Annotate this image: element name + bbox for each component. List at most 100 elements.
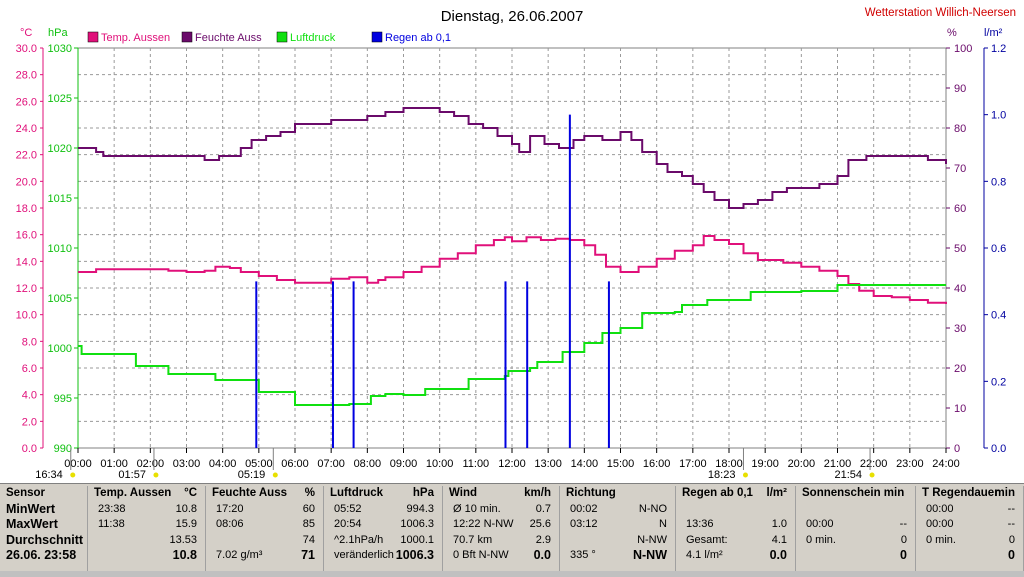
statistics-panel: Sensor MinWert MaxWert Durchschnitt 26.06. 2… [0,483,1024,577]
stat-cell-label: 00:00 [806,518,834,530]
stat-row: 0 [916,548,1023,564]
marker-label: 16:34 [35,469,63,481]
stat-header-label: Feuchte Auss [212,487,287,499]
x-tick-label: 06:00 [281,458,309,470]
stat-row: 0 min. 0 [916,533,1023,549]
stat-row: 335 ° N-NW [560,548,675,564]
stat-cell-value: N-NW [637,533,667,546]
temp-tick-label: 18.0 [16,203,37,215]
x-tick-label: 12:00 [498,458,526,470]
stat-header: Feuchte Auss% [206,486,323,502]
legend-label: Temp. Aussen [101,32,170,44]
stat-column: Wind km/h Ø 10 min. 0.7 12:22 N-NW 25.6 70.7 k… [443,486,560,576]
pressure-tick-label: 1015 [48,193,72,205]
x-tick-label: 09:00 [390,458,418,470]
temp-tick-label: 30.0 [16,43,37,55]
x-tick-label: 04:00 [209,458,237,470]
stat-header-label: Sonnenschein min [802,487,905,499]
stat-header-label: Richtung [566,487,616,499]
stat-cell-label: 23:38 [98,502,126,515]
humidity-tick-label: 80 [954,123,966,135]
stat-cell-value: 15.9 [175,518,197,530]
stat-row: 23:38 10.8 [88,502,205,518]
humidity-tick-label: 0 [954,443,960,455]
stat-header: Wind km/h [443,486,559,502]
stat-column: Luftdruck hPa 05:52 994.3 20:54 1006.3 ^2.1hPa… [324,486,443,576]
stat-cell-label: 0 Bft N-NW [453,549,509,561]
stat-header-unit: hPa [412,487,434,499]
x-tick-label: 18:00 [715,458,743,470]
stat-header-label: Temp. Aussen [94,487,172,499]
rain-tick-label: 1.0 [991,110,1006,122]
marker-label: 21:54 [835,469,863,481]
stat-cell-label: 00:00 [926,518,954,530]
legend-label: Luftdruck [290,32,336,44]
x-tick-label: 11:00 [462,458,489,470]
stat-header: Regen ab 0,1 l/m² [676,486,795,502]
stat-header: Richtung [560,486,675,502]
stat-row: 10.8 [88,548,205,564]
stat-cell-label: 00:00 [926,502,954,515]
rain-tick-label: 0.8 [991,176,1006,188]
chart-grid [77,47,947,449]
stat-column: Sonnenschein min 00:00 -- 0 min. 0 0 [796,486,916,576]
stat-row: Durchschnitt [0,533,87,549]
stat-column: Richtung 00:02 N-NO 03:12 N N-NW 335 ° N-NW [560,486,676,576]
stat-cell-value: 994.3 [406,502,434,515]
stat-cell-label: 70.7 km [453,533,493,546]
marker-label: 01:57 [118,469,146,481]
stat-header-unit: min [994,487,1015,499]
x-tick-label: 07:00 [317,458,345,470]
stat-cell-label: 17:20 [216,502,244,515]
x-tick-label: 15:00 [607,458,635,470]
temp-tick-label: 28.0 [16,70,37,82]
stat-cell-label: 335 ° [570,549,596,561]
pressure-tick-label: 990 [54,443,72,455]
pressure-tick-label: 1030 [48,43,72,55]
stat-row: Gesamt: 4.1 [676,533,795,549]
x-tick-label: 05:00 [245,458,273,470]
temp-tick-label: 10.0 [16,310,37,322]
stat-cell-value: 10.8 [175,502,197,515]
stat-cell-value: N [659,518,667,530]
legend-swatch [87,31,99,43]
x-tick-label: 10:00 [426,458,454,470]
unit-right-inner: % [947,27,957,39]
stat-column: Sensor MinWert MaxWert Durchschnitt 26.06. 2… [0,486,88,576]
x-tick-label: 13:00 [534,458,562,470]
x-tick-label: 01:00 [100,458,128,470]
series-line [78,235,947,304]
stat-header: T Regendauer min [916,486,1023,502]
stat-row: 70.7 km 2.9 [443,533,559,549]
pressure-tick-label: 1025 [48,93,72,105]
stat-cell-value: 0.0 [533,548,551,562]
stat-cell-value: 71 [301,548,315,562]
marker-dot [153,472,159,478]
stat-row: 00:00 -- [796,517,915,533]
time-markers: 16:34 01:57 05:19 18:23 21:54 [35,448,875,481]
unit-left-inner: hPa [48,27,68,39]
marker-dot [869,472,875,478]
stat-row: 0 min. 0 [796,533,915,549]
temp-tick-label: 22.0 [16,150,37,162]
x-tick-label: 08:00 [354,458,382,470]
humidity-tick-label: 20 [954,363,966,375]
stat-row: MaxWert [0,517,87,533]
station-name: Wetterstation Willich-Neersen [865,7,1016,19]
stat-header-label: Regen ab 0,1 [682,487,753,499]
stat-header: Sonnenschein min [796,486,915,502]
temp-tick-label: 8.0 [22,336,37,348]
legend: Temp. Aussen Feuchte Auss Luftdruck Regen a… [87,31,451,44]
horizontal-scrollbar[interactable] [0,571,1024,577]
stat-cell-label: 7.02 g/m³ [216,549,263,561]
stat-cell-value: 0.7 [535,502,551,515]
humidity-tick-label: 50 [954,243,966,255]
stat-row: 26.06. 23:58 [0,548,87,564]
stat-column: Feuchte Auss% 17:20 60 08:06 85 74 7.02 g/m³ 71 [206,486,324,576]
rain-tick-label: 0.0 [991,443,1006,455]
stat-cell-value: 13.53 [169,533,197,546]
series-line [78,107,947,209]
stat-header-unit: % [304,487,315,499]
temp-tick-label: 0.0 [22,443,37,455]
humidity-tick-label: 40 [954,283,966,295]
